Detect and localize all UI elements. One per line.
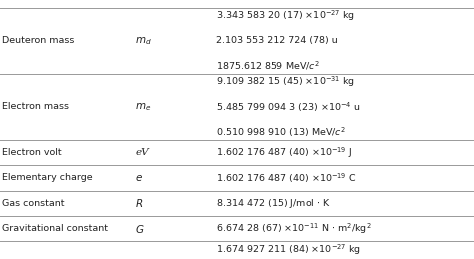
Text: $m_e$: $m_e$ [135, 101, 151, 113]
Text: Electron volt: Electron volt [2, 148, 62, 157]
Text: 1.602 176 487 (40) $\times 10^{-19}$ C: 1.602 176 487 (40) $\times 10^{-19}$ C [216, 171, 356, 185]
Text: Electron mass: Electron mass [2, 102, 69, 111]
Text: 2.103 553 212 724 (78) u: 2.103 553 212 724 (78) u [216, 36, 337, 45]
Text: 3.343 583 20 (17) $\times 10^{-27}$ kg: 3.343 583 20 (17) $\times 10^{-27}$ kg [216, 8, 355, 23]
Text: 5.485 799 094 3 (23) $\times 10^{-4}$ u: 5.485 799 094 3 (23) $\times 10^{-4}$ u [216, 100, 360, 114]
Text: Gas constant: Gas constant [2, 199, 65, 208]
Text: Elementary charge: Elementary charge [2, 174, 93, 182]
Text: Deuteron mass: Deuteron mass [2, 36, 75, 45]
Text: 1.602 176 487 (40) $\times 10^{-19}$ J: 1.602 176 487 (40) $\times 10^{-19}$ J [216, 145, 352, 160]
Text: eV: eV [135, 148, 149, 157]
Text: $G$: $G$ [135, 223, 145, 235]
Text: Gravitational constant: Gravitational constant [2, 224, 109, 233]
Text: 0.510 998 910 (13) MeV/$c^2$: 0.510 998 910 (13) MeV/$c^2$ [216, 125, 346, 139]
Text: $m_d$: $m_d$ [135, 35, 152, 47]
Text: $e$: $e$ [135, 173, 143, 183]
Text: 6.674 28 (67) $\times 10^{-11}$ N $\cdot$ m$^2$/kg$^2$: 6.674 28 (67) $\times 10^{-11}$ N $\cdot… [216, 221, 371, 236]
Text: 1.674 927 211 (84) $\times 10^{-27}$ kg: 1.674 927 211 (84) $\times 10^{-27}$ kg [216, 242, 361, 257]
Text: $R$: $R$ [135, 197, 143, 209]
Text: 1875.612 859 MeV/$c^2$: 1875.612 859 MeV/$c^2$ [216, 60, 319, 72]
Text: 8.314 472 (15) J/mol $\cdot$ K: 8.314 472 (15) J/mol $\cdot$ K [216, 197, 331, 210]
Text: 9.109 382 15 (45) $\times 10^{-31}$ kg: 9.109 382 15 (45) $\times 10^{-31}$ kg [216, 74, 355, 89]
